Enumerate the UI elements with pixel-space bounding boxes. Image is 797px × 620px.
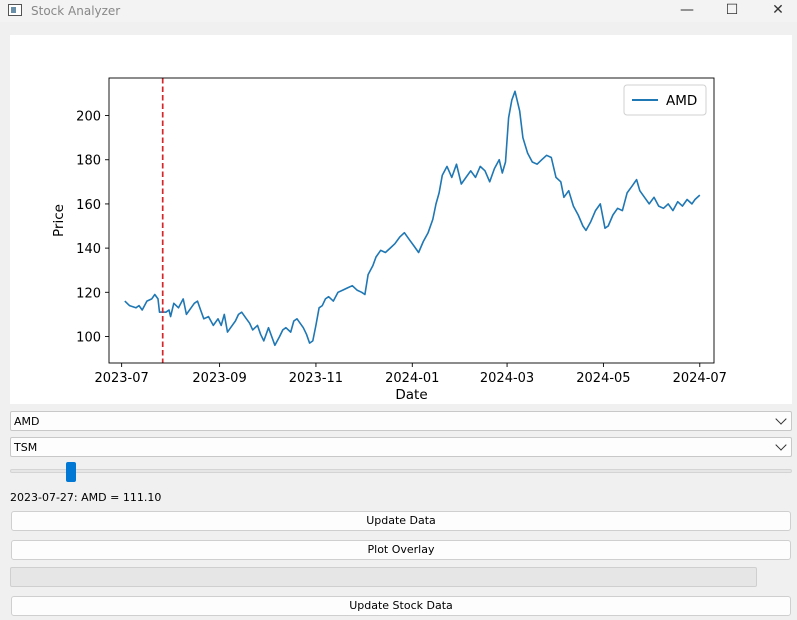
y-axis-label: Price	[51, 204, 67, 237]
date-slider-handle[interactable]	[65, 462, 76, 482]
selected-price-label: 2023-07-27: AMD = 111.10	[10, 491, 162, 504]
overlay-symbol-select[interactable]: TSM	[10, 437, 792, 457]
x-axis-label: Date	[395, 387, 427, 403]
x-tick-label: 2023-09	[192, 371, 246, 386]
x-tick-label: 2024-03	[480, 371, 534, 386]
x-tick-label: 2024-05	[576, 371, 630, 386]
update-stock-data-button[interactable]: Update Stock Data	[11, 596, 791, 616]
x-tick-label: 2023-07	[94, 371, 148, 386]
y-tick-label: 180	[76, 154, 101, 169]
chevron-down-icon	[775, 413, 787, 425]
window-title: Stock Analyzer	[31, 4, 121, 18]
x-tick-label: 2024-01	[385, 371, 439, 386]
title-bar: Stock Analyzer — ☐ ✕	[0, 0, 797, 22]
progress-bar	[10, 567, 757, 587]
date-slider-track[interactable]	[10, 469, 792, 473]
minimize-button[interactable]: —	[680, 2, 694, 18]
primary-symbol-value: AMD	[14, 415, 40, 428]
x-tick-label: 2024-07	[673, 371, 727, 386]
y-tick-label: 160	[76, 198, 101, 213]
overlay-symbol-value: TSM	[14, 441, 38, 454]
plot-overlay-button[interactable]: Plot Overlay	[11, 540, 791, 560]
price-chart: 100 120 140 160 180 200 2023-07 2023-09 2023-11 2…	[51, 77, 727, 403]
legend-label: AMD	[666, 93, 697, 109]
chevron-down-icon	[775, 439, 787, 451]
maximize-button[interactable]: ☐	[725, 2, 739, 18]
legend-box	[623, 84, 707, 116]
chart-canvas[interactable]: 100 120 140 160 180 200 2023-07 2023-09 2023-11 2…	[10, 35, 792, 404]
app-icon	[8, 4, 22, 16]
y-tick-label: 120	[76, 286, 101, 301]
x-tick-label: 2023-11	[289, 371, 343, 386]
primary-symbol-select[interactable]: AMD	[10, 411, 792, 431]
y-tick-label: 140	[76, 242, 101, 257]
y-tick-label: 200	[76, 110, 101, 125]
update-data-button[interactable]: Update Data	[11, 511, 791, 531]
y-tick-label: 100	[76, 330, 101, 345]
close-button[interactable]: ✕	[772, 2, 784, 18]
series-line-amd	[124, 90, 701, 347]
plot-frame	[108, 77, 715, 364]
